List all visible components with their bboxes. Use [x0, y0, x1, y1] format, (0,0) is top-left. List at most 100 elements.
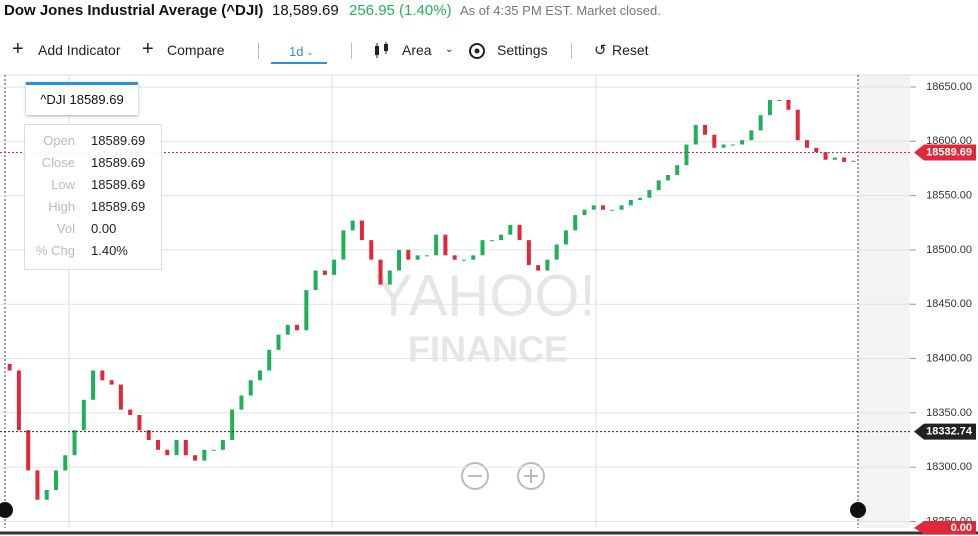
- candle-body: [155, 440, 160, 450]
- candle-body: [165, 449, 170, 456]
- candle-body: [730, 144, 735, 146]
- candle-body: [721, 144, 726, 148]
- settings[interactable]: Settings: [497, 42, 548, 58]
- tooltip-value: 18589.69: [91, 155, 146, 170]
- candle-body: [582, 209, 587, 216]
- candle-body: [832, 157, 837, 160]
- chart-type[interactable]: Area: [402, 42, 432, 58]
- candle-body: [619, 205, 624, 210]
- candle-body: [656, 180, 661, 191]
- candle-body: [174, 440, 179, 456]
- candle-body: [647, 190, 652, 198]
- caret: ⌄: [306, 47, 314, 57]
- candle-body: [554, 244, 559, 260]
- candle-body: [563, 230, 568, 245]
- candle-body: [628, 199, 633, 206]
- caret: ⌄: [445, 44, 454, 55]
- candle-body: [193, 455, 198, 461]
- reset[interactable]: Reset: [612, 42, 649, 58]
- candle-body: [536, 265, 541, 271]
- candle-body: [610, 209, 615, 211]
- event-marker[interactable]: [850, 502, 866, 518]
- candle-body: [44, 489, 49, 500]
- candle-body: [805, 140, 810, 148]
- candle-body: [740, 140, 745, 145]
- candle-body: [313, 270, 318, 291]
- candle-body: [230, 409, 235, 441]
- tooltip-value: 0.00: [91, 221, 117, 236]
- marker-tag: [914, 423, 976, 440]
- y-tick-label: 18450.00: [926, 298, 972, 310]
- candle-body: [35, 470, 40, 500]
- settings-icon: [469, 43, 485, 59]
- candle-body: [675, 165, 680, 175]
- candle-body: [276, 334, 281, 350]
- candle-body: [322, 270, 327, 275]
- candle-body: [341, 230, 346, 260]
- candle-body: [202, 449, 207, 461]
- separator: [258, 43, 259, 59]
- candle-body: [7, 363, 12, 371]
- candle-body: [424, 255, 429, 257]
- status: As of 4:35 PM EST. Market closed.: [460, 3, 661, 18]
- candle-body: [823, 152, 828, 160]
- change: 256.95 (1.40%): [349, 2, 452, 19]
- candle-body: [406, 249, 411, 260]
- candle-body: [248, 380, 253, 396]
- tooltip-key: Open: [43, 133, 75, 148]
- y-tick-label: 18300.00: [926, 461, 972, 473]
- candle-body: [452, 255, 457, 260]
- candle-body: [332, 259, 337, 275]
- toolbar: + Add Indicator + Compare 1d ⌄ Area ⌄ Se…: [0, 38, 978, 66]
- candle-body: [415, 255, 420, 260]
- range[interactable]: 1d: [289, 44, 304, 59]
- add-indicator[interactable]: Add Indicator: [38, 42, 121, 58]
- candle-body: [72, 430, 77, 456]
- candle-body: [369, 240, 374, 260]
- candle-body: [128, 409, 133, 416]
- candle-body: [63, 455, 68, 471]
- watermark: FINANCE: [408, 329, 568, 370]
- compare[interactable]: Compare: [167, 42, 225, 58]
- y-tick-label: 18600.00: [926, 135, 972, 147]
- candle-body: [693, 124, 698, 145]
- reset-icon: ↺: [594, 42, 607, 59]
- candle-body: [350, 220, 355, 231]
- marker-tag: [914, 144, 976, 161]
- y-tick-label: 18650.00: [926, 81, 972, 93]
- candle-body: [777, 99, 782, 101]
- candle-body: [220, 440, 225, 450]
- zoom-in-icon: [524, 469, 538, 483]
- candle-body: [526, 240, 531, 266]
- candle-body: [461, 259, 466, 261]
- candle-body: [499, 234, 504, 241]
- candle-body: [758, 115, 763, 131]
- event-marker[interactable]: [0, 502, 13, 518]
- watermark: YAHOO!: [374, 263, 595, 328]
- candle-body: [480, 240, 485, 256]
- candle-body: [703, 124, 708, 135]
- candle-body: [211, 449, 216, 451]
- candle-body: [795, 109, 800, 141]
- candle-body: [257, 370, 262, 381]
- candle-body: [786, 99, 791, 110]
- candle-body: [814, 147, 819, 153]
- candle-body: [100, 370, 105, 381]
- tooltip-value: 18589.69: [91, 177, 146, 192]
- tooltip-value: 18589.69: [91, 133, 146, 148]
- candle-body: [749, 130, 754, 141]
- candle-body: [471, 255, 476, 260]
- candle-body: [545, 259, 550, 271]
- marker-label: 18589.69: [926, 146, 972, 158]
- candle-body: [16, 370, 21, 431]
- candle-body: [684, 144, 689, 166]
- candle-body: [489, 240, 494, 242]
- candle-body: [638, 197, 643, 200]
- y-tick-label: 18400.00: [926, 352, 972, 364]
- candle-body: [183, 440, 188, 456]
- range-underline: [271, 62, 327, 64]
- candle-body: [508, 224, 513, 235]
- candle-body: [842, 157, 847, 162]
- candle-body: [295, 324, 300, 331]
